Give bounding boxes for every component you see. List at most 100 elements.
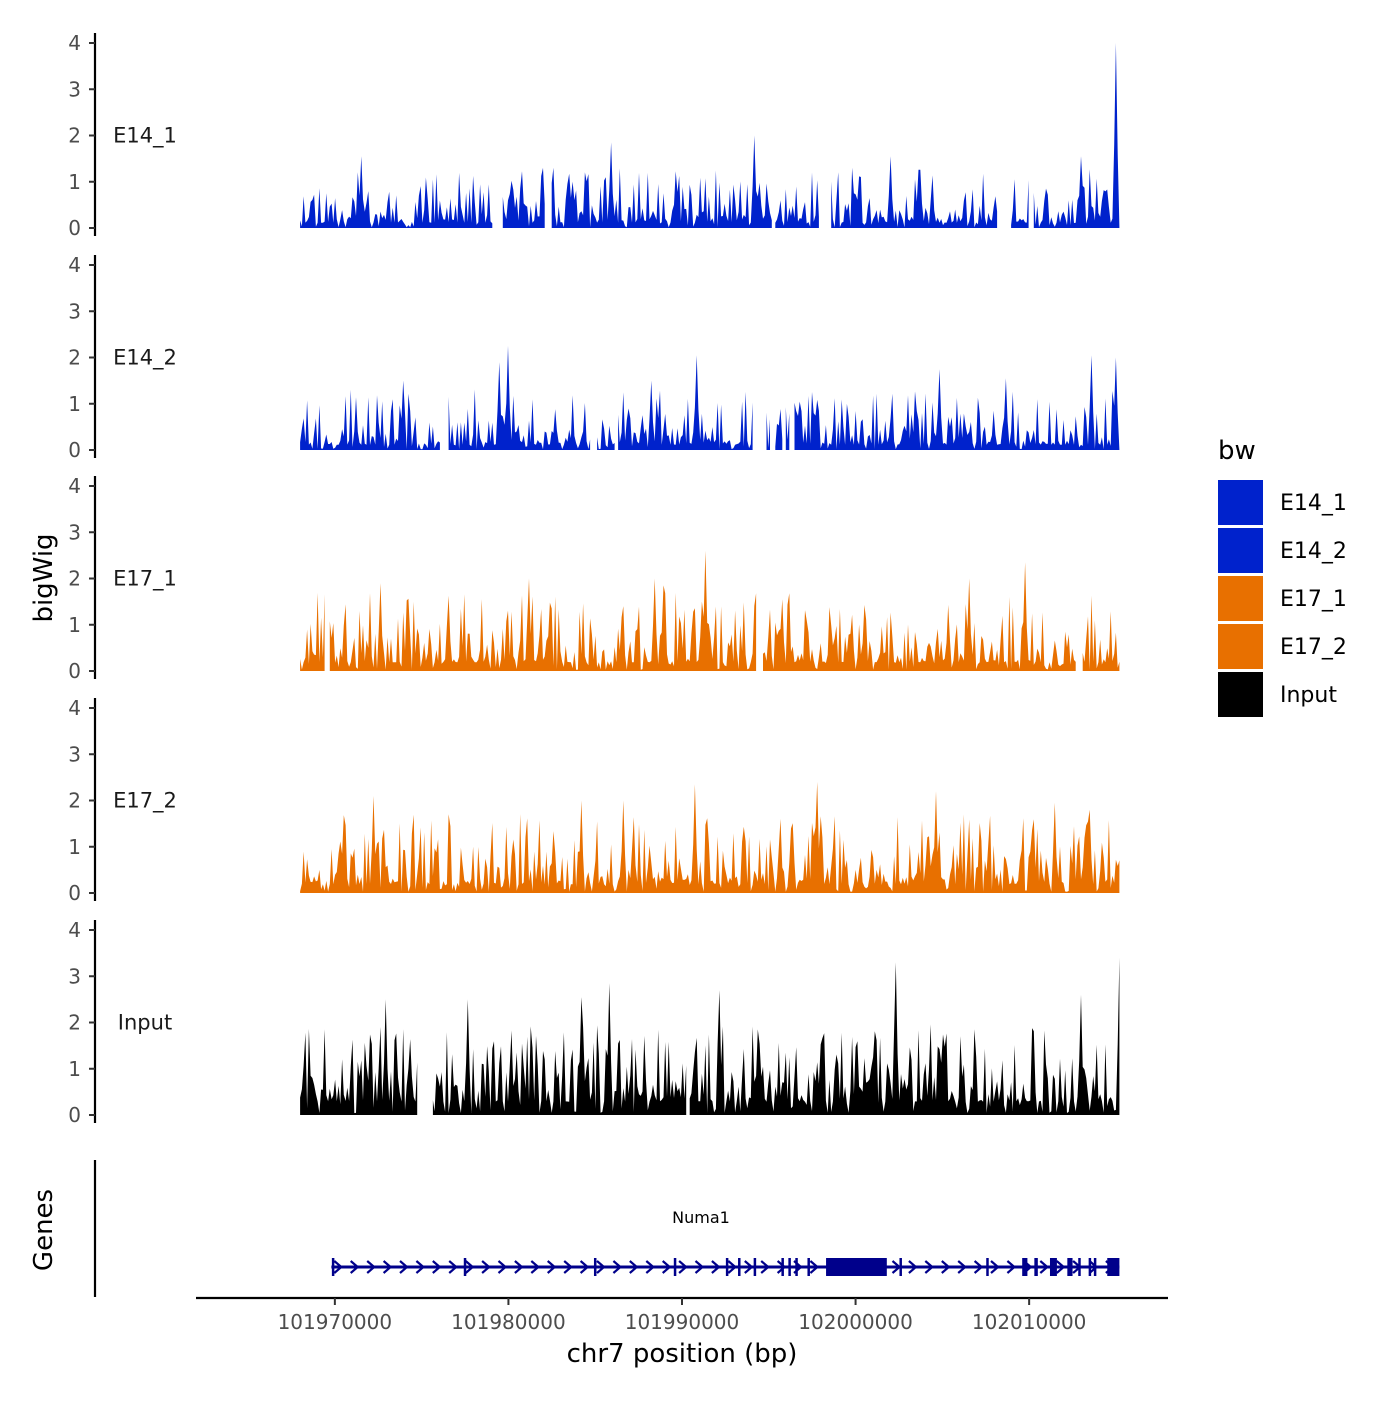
x-tick-label: 101980000 [451, 1310, 566, 1334]
strand-chevron [990, 1260, 1000, 1274]
track-E17_2: 0 1 2 3 4 E17_2 [68, 696, 1120, 905]
y-tick-label: 3 [68, 964, 81, 988]
track-label: E17_1 [113, 567, 177, 592]
exon-block [1049, 1258, 1057, 1276]
strand-chevron [1039, 1260, 1049, 1274]
signal-area-E17_1 [300, 550, 1120, 671]
y-tick-label: 2 [68, 124, 81, 148]
exon-block [1107, 1258, 1120, 1276]
gene-track-title: Genes [29, 1189, 59, 1271]
track-label: E14_1 [113, 124, 177, 149]
x-tick-label: 102010000 [972, 1310, 1087, 1334]
y-tick-label: 0 [68, 1103, 81, 1127]
gene-track: Numa1 [93, 1160, 1120, 1297]
signal-area-E17_2 [300, 782, 1120, 893]
strand-chevron [809, 1260, 820, 1274]
exon-block [826, 1258, 887, 1276]
y-tick-label: 2 [68, 346, 81, 370]
y-tick-label: 2 [68, 1011, 81, 1035]
strand-chevron [1006, 1260, 1017, 1274]
x-tick-label: 102000000 [798, 1310, 913, 1334]
legend-label-E17_1: E17_1 [1280, 587, 1347, 612]
legend-title: bw [1218, 436, 1256, 466]
strand-chevron [744, 1260, 754, 1274]
legend-label-E14_1: E14_1 [1280, 491, 1347, 516]
strand-chevron [497, 1260, 508, 1274]
legend-key-E17_1 [1218, 576, 1263, 621]
y-tick-label: 1 [68, 613, 81, 637]
track-E14_1: 0 1 2 3 4 E14_1 [68, 31, 1120, 240]
strand-chevron [973, 1260, 984, 1274]
y-tick-label: 3 [68, 520, 81, 544]
exon-block [1067, 1258, 1073, 1276]
y-tick-label: 2 [68, 567, 81, 591]
y-tick-label: 0 [68, 438, 81, 462]
legend-label-Input: Input [1280, 683, 1337, 708]
y-tick-label: 0 [68, 659, 81, 683]
legend-key-E14_1 [1218, 480, 1263, 525]
strand-chevron [760, 1260, 770, 1274]
track-label: E17_2 [113, 789, 177, 814]
strand-chevron [432, 1260, 442, 1274]
exon-block [1034, 1258, 1038, 1276]
track-label: Input [118, 1011, 172, 1035]
y-tick-label: 1 [68, 835, 81, 859]
legend-key-Input [1218, 672, 1263, 717]
strand-chevron [711, 1260, 721, 1274]
y-tick-label: 4 [68, 474, 81, 498]
legend-label-E14_2: E14_2 [1280, 539, 1347, 564]
legend-key-E14_2 [1218, 528, 1263, 573]
strand-chevron [349, 1260, 360, 1274]
y-tick-label: 1 [68, 170, 81, 194]
strand-chevron [563, 1260, 573, 1274]
y-tick-label: 3 [68, 742, 81, 766]
strand-chevron [333, 1260, 343, 1274]
track-Input: 0 1 2 3 4 Input [68, 918, 1120, 1127]
strand-chevron [957, 1260, 967, 1274]
x-axis: 101970000 101980000 101990000 102000000 1020… [196, 1296, 1168, 1334]
strand-chevron [382, 1260, 393, 1274]
signal-area-Input [300, 957, 1120, 1115]
strand-chevron [645, 1260, 655, 1274]
y-tick-label: 3 [68, 299, 81, 323]
strand-chevron [448, 1260, 458, 1274]
strand-chevron [579, 1260, 590, 1274]
y-tick-label: 4 [68, 253, 81, 277]
strand-chevron [514, 1260, 524, 1274]
y-tick-label: 4 [68, 696, 81, 720]
strand-chevron [661, 1260, 672, 1274]
x-axis-title: chr7 position (bp) [567, 1339, 798, 1369]
y-tick-label: 3 [68, 77, 81, 101]
strand-chevron [924, 1260, 934, 1274]
signal-area-E14_2 [300, 345, 1120, 450]
y-tick-label: 2 [68, 789, 81, 813]
strand-chevron [1055, 1260, 1066, 1274]
signal-area-E14_1 [300, 43, 1120, 228]
strand-chevron [727, 1260, 737, 1274]
y-tick-label: 1 [68, 1057, 81, 1081]
strand-chevron [546, 1260, 557, 1274]
y-axis-title: bigWig [29, 533, 59, 622]
x-tick-label: 101990000 [625, 1310, 740, 1334]
track-E14_2: 0 1 2 3 4 E14_2 [68, 253, 1120, 462]
strand-chevron [415, 1260, 426, 1274]
strand-chevron [464, 1260, 475, 1274]
gene-name-label: Numa1 [672, 1208, 730, 1227]
y-tick-label: 1 [68, 392, 81, 416]
signal-tracks: 0 1 2 3 4 E14_1 0 1 2 3 4 E14_2 0 1 2 3 4 E17_1 0 1 2 3 4 E17_2… [68, 31, 1120, 1127]
y-tick-label: 0 [68, 881, 81, 905]
strand-chevron [678, 1260, 688, 1274]
exon-block [1022, 1258, 1028, 1276]
strand-chevron [1088, 1260, 1099, 1274]
legend-key-E17_2 [1218, 624, 1263, 669]
strand-chevron [629, 1260, 639, 1274]
strand-chevron [694, 1260, 705, 1274]
strand-chevron [941, 1260, 951, 1274]
track-label: E14_2 [113, 346, 177, 371]
strand-chevron [530, 1260, 540, 1274]
strand-chevron [366, 1260, 376, 1274]
legend: bw E14_1 E14_2 E17_1 E17_2 Input [1218, 436, 1347, 717]
strand-chevron [776, 1260, 787, 1274]
